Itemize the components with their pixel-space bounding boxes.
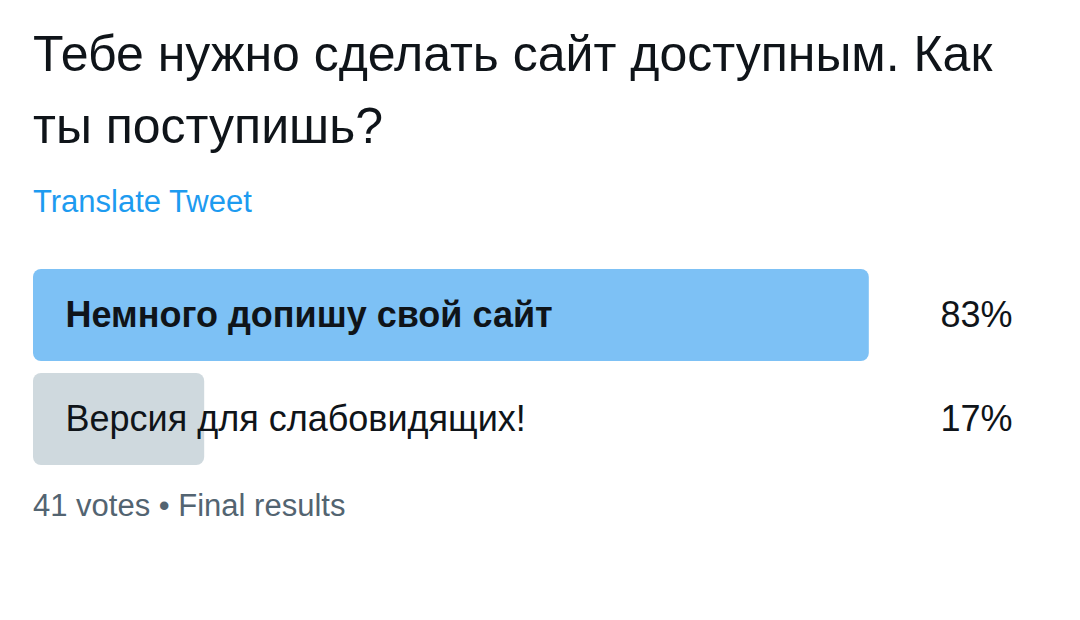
- html-text:Тебе нужно сделать сайт доступ: Тебе нужно сделать сайт доступным. Как т…: [33, 26, 993, 154]
- svg-text:17%: 17%: [940, 398, 1012, 439]
- svg-text:Немного допишу свой сайт: Немного допишу свой сайт: [66, 294, 553, 335]
- svg-text:Версия для слабовидящих!: Версия для слабовидящих!: [66, 398, 526, 439]
- html-text:41 votes • Final results: 41 votes • Final results: [33, 488, 346, 523]
- svg-text:83%: 83%: [940, 294, 1012, 335]
- html-text:Translate Tweet: Translate Tweet: [33, 184, 252, 219]
